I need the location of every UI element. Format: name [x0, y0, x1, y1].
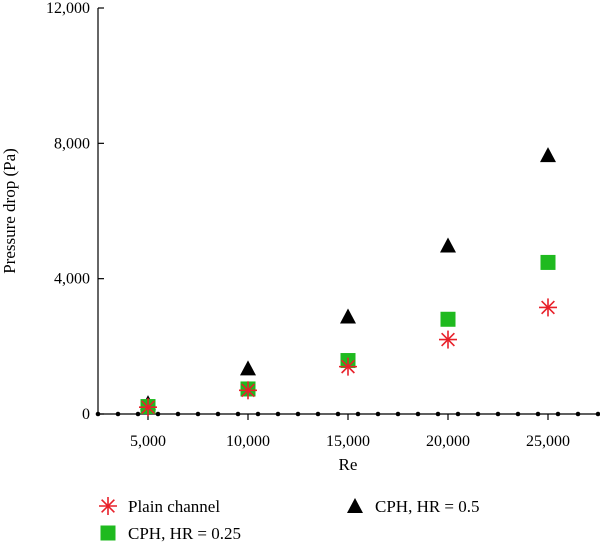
asterisk-point — [439, 330, 457, 349]
baseline-dot — [415, 411, 421, 417]
y-axis-title: Pressure drop (Pa) — [0, 148, 19, 274]
legend-item: Plain channel — [99, 497, 220, 516]
y-tick-label: 12,000 — [46, 0, 90, 17]
baseline-dot — [375, 411, 381, 417]
baseline-dot — [435, 411, 441, 417]
square-point — [440, 311, 456, 327]
baseline-dot — [275, 411, 281, 417]
asterisk-point — [139, 398, 157, 417]
baseline-dot — [535, 411, 541, 417]
y-ticks: 0 4,000 8,000 12,000 — [46, 0, 104, 423]
baseline-dot — [115, 411, 121, 417]
square-point — [540, 254, 556, 270]
y-tick-label: 0 — [82, 406, 90, 423]
legend-item: CPH, HR = 0.5 — [347, 497, 480, 516]
asterisk-point — [239, 381, 257, 400]
baseline-dot — [355, 411, 361, 417]
baseline-dot — [235, 411, 241, 417]
baseline-dot — [195, 411, 201, 417]
legend-square-icon — [100, 525, 116, 541]
x-tick-label: 5,000 — [130, 433, 166, 450]
x-ticks: 5,000 10,000 15,000 20,000 25,000 — [130, 414, 570, 450]
x-tick-label: 10,000 — [226, 433, 270, 450]
baseline-dot — [255, 411, 261, 417]
baseline-dot — [475, 411, 481, 417]
data-markers — [139, 147, 557, 417]
triangle-point — [240, 360, 256, 376]
baseline-dot — [175, 411, 181, 417]
legend-label: Plain channel — [128, 497, 220, 516]
asterisk-point — [539, 298, 557, 317]
baseline-dots — [95, 411, 600, 417]
x-tick-label: 25,000 — [526, 433, 570, 450]
x-axis-title: Re — [339, 455, 358, 474]
asterisk-point — [339, 357, 357, 376]
baseline-dot — [495, 411, 501, 417]
baseline-dot — [135, 411, 141, 417]
baseline-dot — [155, 411, 161, 417]
baseline-dot — [515, 411, 521, 417]
baseline-dot — [215, 411, 221, 417]
triangle-point — [540, 147, 556, 163]
y-tick-label: 8,000 — [54, 135, 90, 152]
baseline-dot — [575, 411, 581, 417]
baseline-dot — [455, 411, 461, 417]
baseline-dot — [555, 411, 561, 417]
baseline-dot — [315, 411, 321, 417]
legend-item: CPH, HR = 0.25 — [100, 524, 241, 543]
legend-label: CPH, HR = 0.25 — [128, 524, 241, 543]
x-tick-label: 20,000 — [426, 433, 470, 450]
baseline-dot — [595, 411, 600, 417]
baseline-dot — [95, 411, 101, 417]
legend: Plain channel CPH, HR = 0.5 CPH, HR = 0.25 — [99, 497, 480, 543]
triangle-point — [440, 237, 456, 253]
baseline-dot — [335, 411, 341, 417]
triangle-point — [340, 308, 356, 324]
baseline-dot — [395, 411, 401, 417]
x-tick-label: 15,000 — [326, 433, 370, 450]
legend-asterisk-icon — [99, 497, 117, 515]
legend-triangle-icon — [347, 498, 363, 513]
y-tick-label: 4,000 — [54, 271, 90, 288]
legend-label: CPH, HR = 0.5 — [375, 497, 480, 516]
baseline-dot — [295, 411, 301, 417]
